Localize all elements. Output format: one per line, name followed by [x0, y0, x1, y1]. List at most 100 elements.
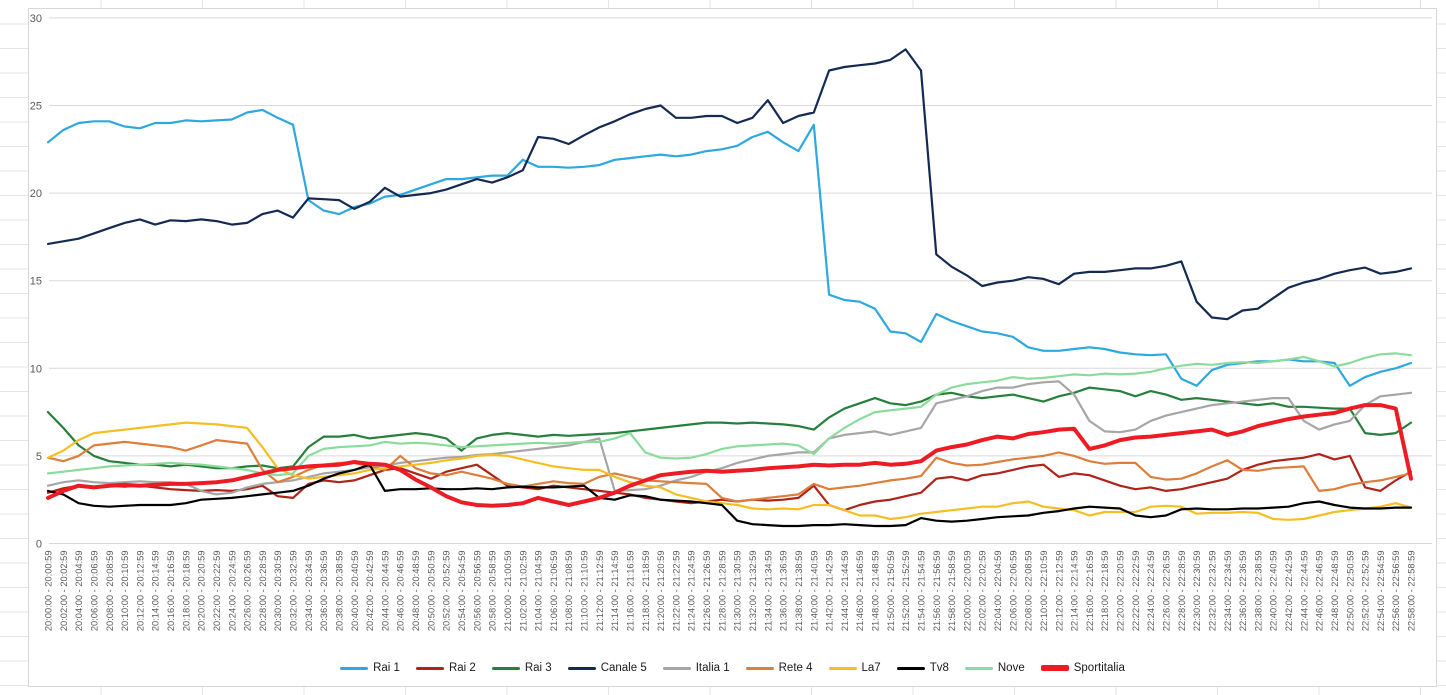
x-tick-label: 20:46:00 - 20:46:59	[396, 551, 406, 632]
legend-item-la7[interactable]: La7	[828, 662, 881, 674]
legend-item-rai-1[interactable]: Rai 1	[340, 662, 400, 674]
series-line-canale-5[interactable]	[46, 48, 1413, 321]
x-tick-label: 20:20:00 - 20:20:59	[197, 551, 207, 632]
legend-label: Rai 2	[448, 662, 476, 674]
x-tick-label: 21:24:00 - 21:24:59	[687, 551, 697, 632]
series-line-rai-1[interactable]	[46, 108, 1413, 387]
x-tick-label: 22:40:00 - 22:40:59	[1269, 551, 1279, 632]
x-tick-label: 20:02:00 - 20:02:59	[59, 551, 69, 632]
gridlines	[49, 17, 1432, 544]
x-tick-label: 20:34:00 - 20:34:59	[304, 551, 314, 632]
legend-item-italia-1[interactable]: Italia 1	[662, 662, 730, 674]
x-tick-label: 20:16:00 - 20:16:59	[166, 551, 176, 632]
x-tick-label: 20:18:00 - 20:18:59	[181, 551, 191, 632]
series-line-tv8[interactable]	[46, 463, 1413, 528]
x-tick-label: 20:38:00 - 20:38:59	[334, 551, 344, 632]
x-tick-label: 20:42:00 - 20:42:59	[365, 551, 375, 632]
x-tick-label: 22:26:00 - 22:26:59	[1161, 551, 1171, 632]
x-tick-label: 20:40:00 - 20:40:59	[350, 551, 360, 632]
x-tick-label: 22:38:00 - 22:38:59	[1253, 551, 1263, 632]
series-line-rai-2[interactable]	[46, 453, 1413, 512]
series-line-rai-3[interactable]	[46, 386, 1413, 470]
x-tick-label: 20:22:00 - 20:22:59	[212, 551, 222, 632]
legend-label: Sportitalia	[1073, 662, 1125, 674]
legend-swatch-canale-5	[567, 666, 596, 670]
legend-label: La7	[861, 662, 881, 674]
x-tick-label: 21:54:00 - 21:54:59	[916, 551, 926, 632]
legend-item-nove[interactable]: Nove	[964, 662, 1025, 674]
x-tick-label: 22:32:00 - 22:32:59	[1207, 551, 1217, 632]
legend-item-rai-2[interactable]: Rai 2	[415, 662, 476, 674]
series-line-la7[interactable]	[46, 421, 1413, 521]
x-tick-label: 20:36:00 - 20:36:59	[319, 551, 329, 632]
x-tick-label: 21:02:00 - 21:02:59	[518, 551, 528, 632]
x-tick-label: 22:44:00 - 22:44:59	[1299, 551, 1309, 632]
x-tick-label: 20:08:00 - 20:08:59	[105, 551, 115, 632]
x-tick-label: 20:06:00 - 20:06:59	[89, 551, 99, 632]
legend-swatch-rai-3	[491, 666, 520, 670]
x-tick-label: 20:30:00 - 20:30:59	[273, 551, 283, 632]
y-tick-label: 20	[30, 188, 42, 200]
x-tick-label: 21:40:00 - 21:40:59	[809, 551, 819, 632]
legend-label: Rai 3	[524, 662, 552, 674]
x-tick-label: 21:06:00 - 21:06:59	[549, 551, 559, 632]
legend-item-sportitalia[interactable]: Sportitalia	[1040, 662, 1125, 674]
y-tick-label: 0	[36, 539, 42, 551]
x-tick-label: 20:28:00 - 20:28:59	[258, 551, 268, 632]
x-tick-label: 21:50:00 - 21:50:59	[886, 551, 896, 632]
legend-label: Rai 1	[373, 662, 400, 674]
x-tick-label: 21:46:00 - 21:46:59	[855, 551, 865, 632]
legend-swatch-rete-4	[745, 666, 774, 670]
y-tick-label: 15	[30, 276, 42, 288]
x-tick-label: 20:48:00 - 20:48:59	[411, 551, 421, 632]
y-tick-label: 5	[36, 451, 42, 463]
series-line-rete-4[interactable]	[46, 439, 1413, 503]
y-tick-label: 10	[30, 363, 42, 375]
legend-item-canale-5[interactable]: Canale 5	[567, 662, 647, 674]
legend-swatch-sportitalia	[1040, 665, 1069, 671]
x-tick-label: 22:28:00 - 22:28:59	[1177, 551, 1187, 632]
x-tick-label: 20:58:00 - 20:58:59	[488, 551, 498, 632]
legend-swatch-rai-2	[415, 666, 444, 670]
series-line-italia-1[interactable]	[46, 380, 1413, 496]
x-axis-labels: 20:00:00 - 20:00:59 20:02:00 - 20:02:59 20…	[44, 550, 1417, 631]
legend-label: Italia 1	[695, 662, 730, 674]
series-line-sportitalia[interactable]	[46, 403, 1413, 508]
x-tick-label: 21:56:00 - 21:56:59	[932, 551, 942, 632]
x-tick-label: 21:30:00 - 21:30:59	[733, 551, 743, 632]
series-line-nove[interactable]	[46, 352, 1413, 477]
x-tick-label: 21:20:00 - 21:20:59	[656, 551, 666, 632]
x-tick-label: 21:38:00 - 21:38:59	[794, 551, 804, 632]
legend-swatch-tv8	[896, 666, 925, 670]
legend-item-tv8[interactable]: Tv8	[896, 662, 949, 674]
y-tick-label: 30	[30, 13, 42, 25]
x-tick-label: 22:06:00 - 22:06:59	[1008, 551, 1018, 632]
x-tick-label: 21:26:00 - 21:26:59	[702, 551, 712, 632]
legend-swatch-la7	[828, 666, 857, 670]
legend-item-rete-4[interactable]: Rete 4	[745, 662, 813, 674]
chart-area[interactable]: 0 5 10 15 20 25 30 20:00:00 - 20:00:59 20:02:00 …	[28, 8, 1437, 687]
legend-item-rai-3[interactable]: Rai 3	[491, 662, 552, 674]
x-tick-label: 22:56:00 - 22:56:59	[1391, 551, 1401, 632]
x-tick-label: 21:58:00 - 21:58:59	[947, 551, 957, 632]
x-tick-label: 21:52:00 - 21:52:59	[901, 551, 911, 632]
x-tick-label: 22:30:00 - 22:30:59	[1192, 551, 1202, 632]
legend-swatch-italia-1	[662, 666, 691, 670]
x-tick-label: 22:08:00 - 22:08:59	[1024, 550, 1034, 631]
x-tick-label: 21:00:00 - 21:00:59	[503, 551, 513, 632]
x-tick-label: 21:08:00 - 21:08:59	[564, 551, 574, 632]
x-tick-label: 20:56:00 - 20:56:59	[472, 551, 482, 632]
x-tick-label: 22:14:00 - 22:14:59	[1070, 551, 1080, 632]
x-tick-label: 20:04:00 - 20:04:59	[74, 551, 84, 632]
x-tick-label: 21:44:00 - 21:44:59	[840, 551, 850, 632]
x-tick-label: 22:42:00 - 22:42:59	[1284, 551, 1294, 632]
x-tick-label: 20:14:00 - 20:14:59	[151, 551, 161, 632]
x-tick-label: 21:10:00 - 21:10:59	[580, 551, 590, 632]
x-tick-label: 22:20:00 - 22:20:59	[1116, 551, 1126, 632]
x-tick-label: 20:54:00 - 20:54:59	[457, 551, 467, 632]
x-tick-label: 22:46:00 - 22:46:59	[1315, 551, 1325, 632]
x-tick-label: 20:44:00 - 20:44:59	[380, 551, 390, 632]
x-tick-label: 20:12:00 - 20:12:59	[135, 551, 145, 632]
x-tick-label: 21:22:00 - 21:22:59	[671, 551, 681, 632]
y-axis-labels: 0 5 10 15 20 25 30	[30, 13, 42, 551]
